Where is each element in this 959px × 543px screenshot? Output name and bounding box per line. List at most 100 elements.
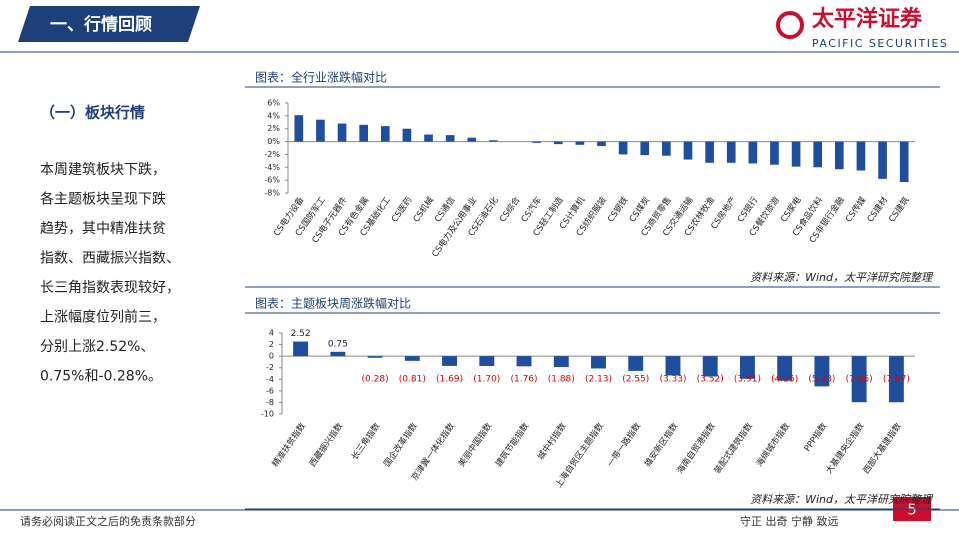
bar xyxy=(380,126,390,142)
body-line: 分别上涨2.52%、 xyxy=(40,339,154,355)
y-tick-label: -6% xyxy=(264,176,280,185)
y-tick-label: 0% xyxy=(267,137,280,146)
y-tick-label: 2% xyxy=(267,124,280,133)
bar xyxy=(640,141,650,156)
chart-title: 图表：全行业涨跌幅对比 xyxy=(255,70,387,85)
body-line: 长三角指数表现较好， xyxy=(40,280,180,296)
bar xyxy=(835,141,844,170)
bar xyxy=(702,356,718,377)
y-tick-label: 2 xyxy=(269,340,274,349)
bar xyxy=(489,140,498,142)
x-tick-label: 建筑节能指数 xyxy=(493,420,532,468)
value-label: (3.91) xyxy=(734,375,761,385)
value-label: (5.23) xyxy=(808,375,835,385)
x-tick-label: CS医药 xyxy=(389,195,414,225)
bar xyxy=(813,141,823,168)
x-tick-label: 国企改革指数 xyxy=(382,420,421,468)
bar xyxy=(748,141,758,164)
logo-en: PACIFIC SECURITIES xyxy=(812,37,948,50)
bar xyxy=(479,356,495,366)
bar xyxy=(404,356,420,361)
value-label: (7.96) xyxy=(846,375,873,385)
value-label: (0.28) xyxy=(362,375,389,385)
x-tick-label: 海绵城市指数 xyxy=(754,420,793,468)
footer-motto: 守正 出奇 宁静 致远 xyxy=(740,514,839,528)
y-tick-label: 6% xyxy=(267,99,280,108)
bar xyxy=(683,141,693,160)
bar xyxy=(442,356,458,366)
bar xyxy=(516,356,532,367)
logo-icon xyxy=(776,11,804,39)
bar xyxy=(467,137,477,142)
value-label: (4.25) xyxy=(771,375,798,385)
x-tick-label: 城中村指数 xyxy=(535,420,569,462)
y-tick-label: -4% xyxy=(264,163,280,172)
value-label: (1.76) xyxy=(510,375,537,385)
x-tick-label: PPP指数 xyxy=(802,420,830,453)
bar xyxy=(359,124,368,142)
x-tick-label: CS建筑 xyxy=(886,194,912,224)
x-tick-label: 美丽中国指数 xyxy=(456,420,495,468)
bar xyxy=(888,356,904,403)
bar xyxy=(424,134,433,142)
bar xyxy=(726,141,736,163)
x-tick-label: CS综合 xyxy=(497,194,523,224)
y-tick-label: -2 xyxy=(266,363,274,372)
y-tick-label: 4% xyxy=(267,111,280,120)
header-banner xyxy=(18,6,200,42)
value-label: 0.75 xyxy=(328,339,348,349)
value-label: 2.52 xyxy=(291,329,311,339)
x-tick-label: 西藏振兴指数 xyxy=(307,420,346,468)
value-label: (7.97) xyxy=(883,375,910,385)
bar xyxy=(294,115,304,142)
body-line: 上涨幅度位列前三， xyxy=(40,309,166,326)
y-tick-label: 0 xyxy=(269,352,274,361)
section-title: （一）板块行情 xyxy=(40,104,145,122)
bar xyxy=(367,356,383,358)
bar xyxy=(293,341,309,357)
bar xyxy=(856,141,866,171)
bar xyxy=(899,141,909,183)
bar xyxy=(532,141,541,143)
bar xyxy=(575,141,585,145)
value-label: (3.33) xyxy=(659,375,686,385)
y-tick-label: -4 xyxy=(266,375,274,384)
bar xyxy=(665,356,681,376)
bar xyxy=(814,356,830,387)
y-tick-label: -10 xyxy=(261,410,274,419)
chart-source: 资料来源：Wind，太平洋研究院整理 xyxy=(750,493,934,506)
bar xyxy=(878,141,887,179)
x-tick-label: 装配式建筑指数 xyxy=(712,420,755,475)
x-tick-label: CS建材 xyxy=(865,194,891,224)
x-tick-label: 一带一路指数 xyxy=(605,420,644,468)
x-tick-label: 长三角指数 xyxy=(349,420,383,462)
value-label: (1.69) xyxy=(436,375,463,385)
bar xyxy=(791,141,801,167)
bar xyxy=(316,119,325,142)
chart-source: 资料来源：Wind，太平洋研究院整理 xyxy=(750,271,934,284)
bar xyxy=(553,141,563,145)
y-tick-label: -6 xyxy=(266,386,274,395)
header-title: 一、行情回顾 xyxy=(50,14,152,35)
bar xyxy=(445,135,455,142)
x-tick-label: 精准扶贫指数 xyxy=(270,420,309,468)
body-line: 各主题板块呈现下跌 xyxy=(40,192,166,208)
bar xyxy=(851,356,867,403)
chart-title: 图表：主题板块周涨跌幅对比 xyxy=(255,296,411,311)
footer-disclaimer: 请务必阅读正文之后的免责条款部分 xyxy=(20,514,196,528)
value-label: (0.81) xyxy=(399,375,426,385)
value-label: (1.70) xyxy=(473,375,500,385)
value-label: (2.13) xyxy=(585,375,612,385)
body-line: 指数、西藏振兴指数、 xyxy=(40,251,180,267)
y-tick-label: -8% xyxy=(264,189,280,198)
x-tick-label: 大基建央企指数 xyxy=(824,420,867,475)
body-line: 本周建筑板块下跌， xyxy=(40,162,166,178)
y-tick-label: -2% xyxy=(264,150,280,159)
bar xyxy=(597,141,606,147)
bar xyxy=(553,356,569,368)
bar xyxy=(591,356,606,369)
x-tick-label: 西部大基建指数 xyxy=(861,420,904,475)
bar xyxy=(739,356,755,379)
